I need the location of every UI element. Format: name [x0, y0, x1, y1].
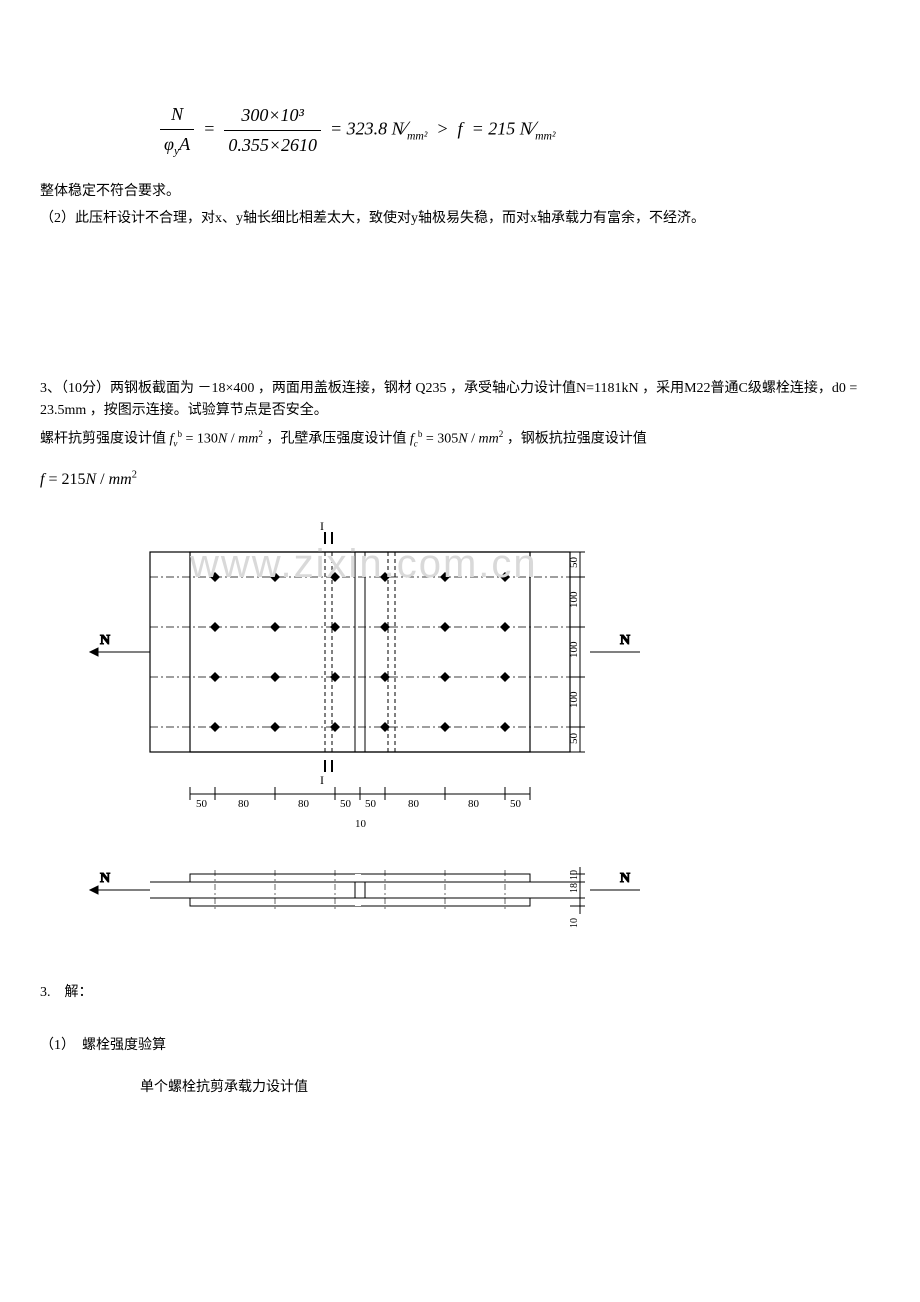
plan-N-left: N [100, 633, 110, 648]
f1-val: 323.8 [347, 119, 388, 139]
q3-statement: 3、（10分）两钢板截面为 －18×400 ，两面用盖板连接，钢材 Q235 ，… [40, 378, 880, 423]
q3b-mid: ，孔壁承压强度设计值 [266, 431, 406, 446]
xdim-2: 80 [298, 798, 310, 810]
ydim-2: 100 [568, 641, 580, 658]
sol-title: 3. 解： [40, 982, 880, 1004]
sol-1a: 单个螺栓抗剪承载力设计值 [140, 1077, 880, 1099]
f1-cmp: > [436, 119, 448, 139]
q3b-pre: 螺杆抗剪强度设计值 [40, 431, 166, 446]
elev-N-right: N [620, 871, 630, 886]
q3-f: f = 215N / mm2 [40, 467, 880, 493]
xdim-4: 50 [365, 798, 377, 810]
watermark-text: www.zixin.com.cn [190, 532, 538, 596]
f1-r1-den: 0.355×2610 [228, 135, 317, 155]
xdim-5: 80 [408, 798, 420, 810]
elev-t-bot: 10 [569, 918, 580, 928]
formula-1: N φyA = 300×10³ 0.355×2610 = 323.8 N⁄mm²… [160, 100, 880, 161]
xdim-3: 50 [340, 798, 352, 810]
xdim-0: 50 [196, 798, 208, 810]
ydim-0: 50 [568, 557, 580, 569]
xdim-total: 10 [355, 818, 367, 830]
plan-N-right: N [620, 633, 630, 648]
para-comment: （2）此压杆设计不合理，对x、y轴长细比相差太大，致使对y轴极易失稳，而对x轴承… [40, 208, 880, 230]
xdim-1: 80 [238, 798, 250, 810]
elev-N-left: N [100, 871, 110, 886]
q3-strengths: 螺杆抗剪强度设计值 fvb = 130N / mm2 ，孔壁承压强度设计值 fc… [40, 427, 880, 451]
section-mark-top: I [320, 519, 324, 533]
f1-f: f [458, 119, 463, 139]
xdim-6: 80 [468, 798, 480, 810]
f1-r1-num: 300×10³ [241, 105, 304, 125]
f1-fval: 215 [488, 119, 515, 139]
q3b-post: ，钢板抗拉强度设计值 [507, 431, 647, 446]
f1-lhs-num: N [171, 104, 183, 124]
xdim-7: 50 [510, 798, 522, 810]
connection-diagram: www.zixin.com.cn I [80, 512, 880, 942]
elev-t-mid: 18 [569, 883, 580, 893]
ydim-1: 100 [568, 591, 580, 608]
svg-text:I: I [320, 773, 324, 787]
ydim-4: 50 [568, 733, 580, 745]
ydim-3: 100 [568, 691, 580, 708]
para-stability: 整体稳定不符合要求。 [40, 181, 880, 203]
sol-1: （1） 螺栓强度验算 [40, 1035, 880, 1057]
bolt-group [210, 572, 510, 732]
elev-t-top: 10 [569, 870, 580, 880]
